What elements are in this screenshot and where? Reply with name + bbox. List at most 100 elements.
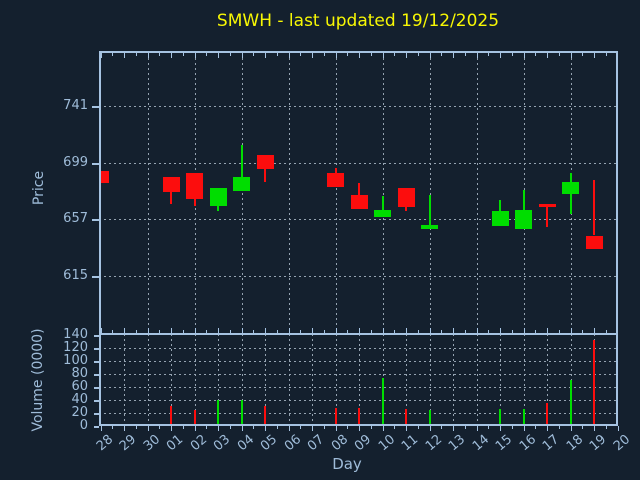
day-tick-label: 05 (258, 432, 281, 455)
volume-gridline-vertical (453, 335, 454, 426)
volume-bottom-axis-tick (617, 426, 619, 431)
top-axis-tick (617, 53, 618, 58)
price-gridline-vertical (288, 51, 290, 335)
volume-tick-label: 20 (71, 404, 88, 420)
candle-day-18 (562, 181, 579, 194)
top-axis-tick (300, 53, 302, 56)
candle-upper-wick-day-10 (381, 196, 384, 210)
candle-lower-wick-day-01 (170, 192, 172, 205)
volume-bottom-axis-tick (218, 426, 219, 431)
top-axis-tick (535, 53, 537, 56)
volume-gridline-vertical (312, 335, 313, 426)
candle-upper-wick-day-04 (240, 145, 243, 178)
price-tick-label: 657 (63, 211, 88, 227)
volume-bar-day-09 (358, 407, 360, 424)
volume-gridline-vertical (476, 335, 478, 426)
candle-day-19 (585, 235, 603, 249)
volume-gridline-horizontal (99, 361, 618, 362)
volume-gridline-vertical (147, 335, 149, 426)
volume-bottom-axis-tick (394, 426, 396, 429)
candle-upper-wick-day-15 (499, 200, 501, 212)
price-bottom-axis-tick (500, 328, 501, 333)
price-bottom-axis-tick (241, 328, 243, 333)
top-axis-tick (453, 53, 454, 58)
volume-axis-tick (94, 374, 99, 376)
top-axis-tick (265, 53, 266, 58)
top-axis-tick (476, 53, 478, 58)
volume-gridline-horizontal (99, 374, 618, 375)
price-bottom-axis-tick (218, 328, 219, 333)
price-gridline-vertical (335, 51, 337, 335)
day-tick-label: 19 (587, 432, 610, 455)
price-bottom-axis-tick (429, 328, 431, 333)
day-tick-label: 15 (493, 432, 516, 455)
price-bottom-axis-tick (594, 328, 595, 333)
price-bottom-axis-tick (253, 330, 255, 333)
volume-bottom-axis-tick (382, 426, 384, 431)
day-tick-label: 12 (422, 432, 446, 455)
volume-gridline-vertical (335, 335, 337, 426)
price-bottom-axis-tick (265, 328, 266, 333)
candle-day-11 (397, 188, 415, 208)
candle-lower-wick-day-05 (264, 169, 266, 182)
volume-bottom-axis-tick (359, 426, 360, 431)
volume-bottom-axis-tick (159, 426, 161, 429)
volume-bottom-axis-tick (488, 426, 490, 429)
day-tick-label: 04 (234, 432, 258, 455)
top-axis-tick (100, 53, 102, 58)
candle-lower-wick-day-17 (546, 207, 548, 228)
price-gridline-vertical (382, 51, 384, 335)
top-axis-tick (276, 53, 278, 56)
day-tick-label: 30 (140, 432, 164, 455)
volume-gridline-vertical (500, 335, 501, 426)
price-bottom-axis-tick (417, 330, 419, 333)
top-axis-tick (323, 53, 325, 56)
price-gridline-horizontal (99, 162, 618, 164)
volume-bottom-axis-tick (194, 426, 196, 431)
volume-bottom-axis-tick (253, 426, 255, 429)
volume-bottom-axis-tick (182, 426, 184, 429)
price-axis-tick (92, 106, 99, 108)
volume-bottom-axis-tick (241, 426, 243, 431)
top-axis-tick (253, 53, 255, 56)
top-axis-tick (547, 53, 548, 58)
candle-day-10 (374, 209, 391, 217)
volume-gridline-horizontal (99, 348, 618, 349)
top-axis-tick (406, 53, 407, 58)
volume-bar-day-04 (240, 400, 243, 424)
top-axis-tick (594, 53, 595, 58)
candle-day-08 (327, 173, 344, 187)
volume-gridline-horizontal (99, 400, 618, 401)
price-bottom-axis-tick (112, 330, 114, 333)
top-axis-tick (570, 53, 572, 58)
top-axis-tick (464, 53, 466, 56)
day-tick-label: 13 (446, 432, 469, 455)
price-bottom-axis-tick (382, 328, 384, 333)
volume-bottom-axis-tick (441, 426, 443, 429)
volume-gridline-vertical (523, 335, 525, 426)
day-tick-label: 11 (399, 432, 422, 455)
volume-bottom-axis-tick (276, 426, 278, 429)
price-panel (99, 51, 618, 335)
volume-bottom-axis-tick (347, 426, 349, 429)
day-tick-label: 06 (281, 432, 305, 455)
price-bottom-axis-tick (535, 330, 537, 333)
price-axis-tick (92, 275, 99, 278)
price-bottom-axis-tick (359, 328, 360, 333)
price-gridline-horizontal (99, 219, 618, 221)
volume-bar-day-02 (193, 410, 196, 424)
candle-day-16 (515, 209, 532, 229)
volume-gridline-vertical (241, 335, 243, 426)
volume-bar-day-18 (569, 379, 572, 424)
volume-bottom-axis-tick (558, 426, 560, 429)
volume-axis-tick (94, 413, 99, 415)
candle-day-03 (209, 188, 227, 206)
price-bottom-axis-tick (547, 328, 548, 333)
volume-bar-day-12 (428, 409, 431, 424)
volume-bottom-axis-tick (582, 426, 584, 429)
volume-gridline-vertical (429, 335, 431, 426)
price-bottom-axis-tick (605, 330, 607, 333)
candle-day-28 (99, 170, 109, 183)
price-bottom-axis-tick (617, 328, 618, 333)
